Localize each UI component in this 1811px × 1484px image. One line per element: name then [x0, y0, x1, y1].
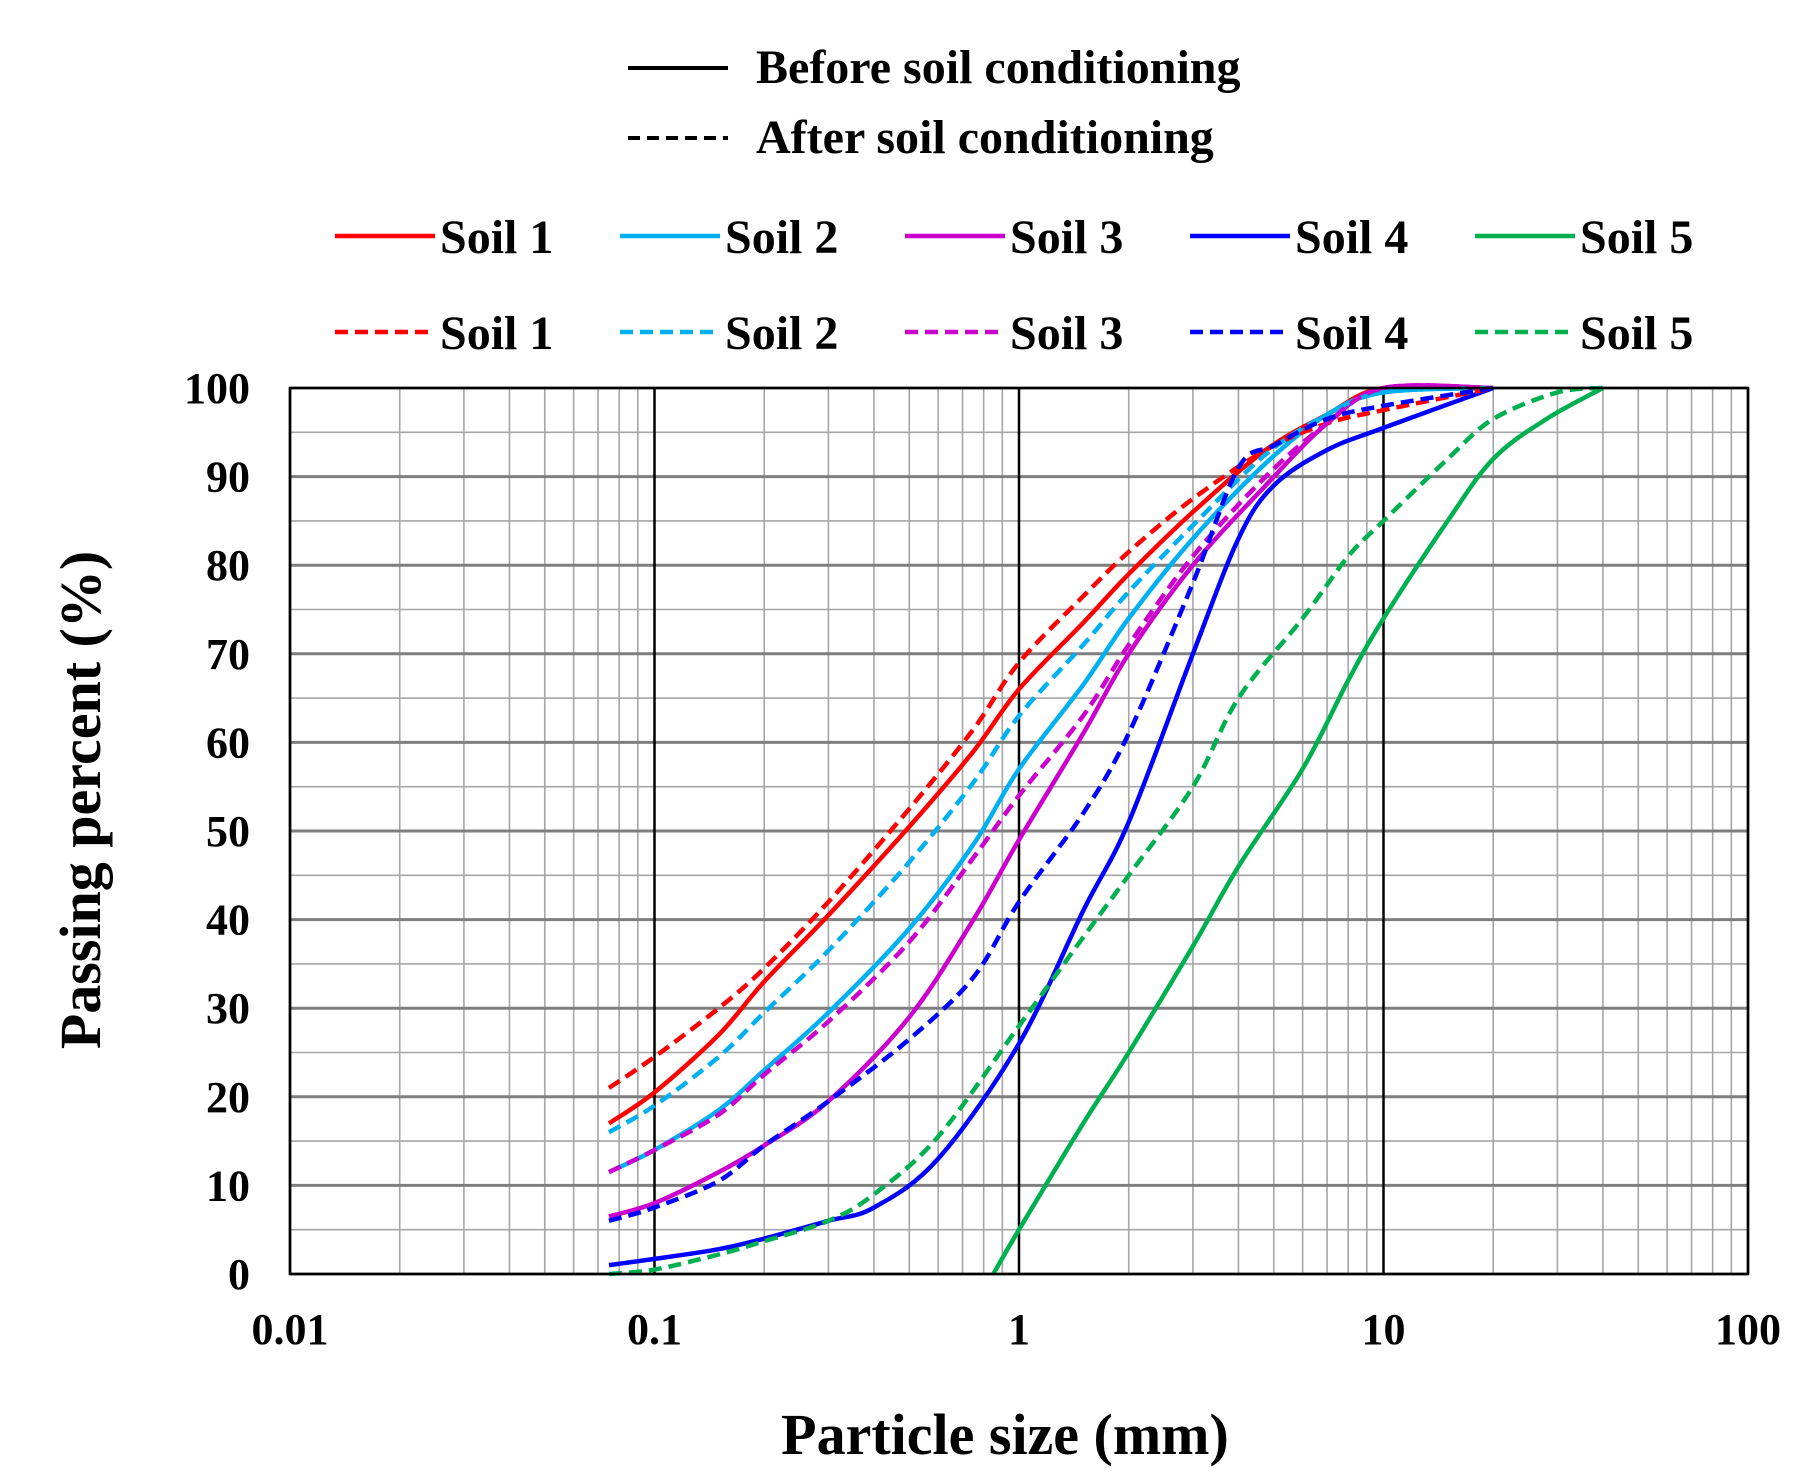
series-lines [607, 383, 1605, 1277]
y-tick-label: 90 [206, 453, 250, 502]
legend-label-soil-3-before: Soil 3 [1010, 211, 1123, 264]
y-tick-label: 70 [206, 630, 250, 679]
legend-label-soil-2-before: Soil 2 [725, 211, 838, 264]
legend-label-soil-5-after: Soil 5 [1580, 307, 1693, 360]
x-tick-label: 100 [1715, 1305, 1781, 1354]
series-line-soil-3-after [608, 383, 1494, 1175]
x-tick-label: 0.01 [252, 1305, 329, 1354]
y-tick-label: 20 [206, 1073, 250, 1122]
legend-label-soil-5-before: Soil 5 [1580, 211, 1693, 264]
series-line-soil-2-before [608, 385, 1494, 1175]
y-tick-label: 30 [206, 984, 250, 1033]
y-tick-label: 50 [206, 807, 250, 856]
y-tick-label: 80 [206, 541, 250, 590]
y-tick-label: 0 [228, 1250, 250, 1299]
x-tick-label: 0.1 [627, 1305, 682, 1354]
grid [288, 386, 1750, 1276]
legend-label-soil-2-after: Soil 2 [725, 307, 838, 360]
legend-label-soil-4-after: Soil 4 [1295, 307, 1408, 360]
legend-label-soil-4-before: Soil 4 [1295, 211, 1408, 264]
x-tick-label: 10 [1362, 1305, 1406, 1354]
plot-area-border [288, 386, 1750, 1276]
y-tick-label: 100 [184, 364, 250, 413]
y-tick-labels: 0 10 20 30 40 50 60 70 80 90 100 [184, 364, 250, 1299]
y-tick-label: 40 [206, 896, 250, 945]
series-line-soil-5-after [608, 385, 1604, 1277]
y-tick-label: 10 [206, 1161, 250, 1210]
style-legend: Before soil conditioning After soil cond… [628, 41, 1240, 164]
series-line-soil-1-after [607, 385, 1494, 1090]
y-axis-label: Passing percent (%) [48, 551, 113, 1049]
style-legend-label-before: Before soil conditioning [756, 41, 1240, 94]
series-legend: Soil 1 Soil 2 Soil 3 Soil 4 Soil 5 Soil 1 Soil… [335, 211, 1693, 360]
series-line-soil-1-before [607, 383, 1494, 1126]
series-line-soil-4-after [608, 385, 1494, 1223]
x-tick-labels: 0.01 0.1 1 10 100 [252, 1305, 1782, 1354]
legend-label-soil-1-after: Soil 1 [440, 307, 553, 360]
series-line-soil-5-before [991, 386, 1605, 1276]
x-tick-label: 1 [1008, 1305, 1030, 1354]
y-tick-label: 60 [206, 718, 250, 767]
series-line-soil-2-after [607, 385, 1494, 1135]
style-legend-label-after: After soil conditioning [756, 111, 1214, 164]
series-line-soil-4-before [608, 385, 1494, 1268]
legend-label-soil-3-after: Soil 3 [1010, 307, 1123, 360]
legend-label-soil-1-before: Soil 1 [440, 211, 553, 264]
x-axis-label: Particle size (mm) [781, 1402, 1229, 1467]
